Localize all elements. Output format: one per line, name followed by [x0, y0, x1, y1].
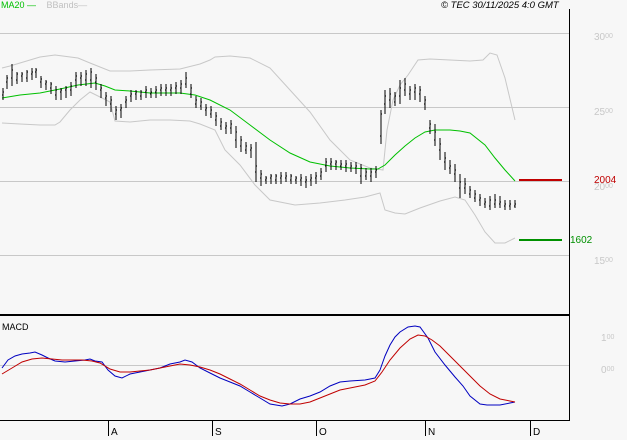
price-label-2000-main: 20 — [594, 182, 606, 193]
price-label-2500-main: 25 — [594, 107, 606, 118]
chart-legend: MA20 — BBands— — [1, 0, 87, 11]
macd-label-1: 100 — [601, 333, 614, 344]
price-label-3000: 3000 — [594, 32, 613, 43]
x-label-aug: A — [111, 427, 118, 438]
x-label-dec: D — [533, 427, 541, 438]
ma20-line — [1, 82, 516, 182]
x-label-sep: S — [215, 427, 222, 438]
macd-label-0-dec: 00 — [606, 366, 615, 373]
price-label-2000-dec: 00 — [605, 183, 613, 190]
legend-bbands-label: BBands — [46, 0, 79, 10]
price-label-3000-dec: 00 — [605, 33, 613, 40]
price-label-2500: 2500 — [594, 107, 613, 118]
price-label-3000-main: 30 — [594, 32, 606, 43]
price-label-1500: 1500 — [594, 256, 613, 267]
macd-title: MACD — [2, 322, 29, 332]
bband-lower — [1, 91, 516, 244]
resistance-value: 2004 — [594, 175, 617, 186]
x-label-nov: N — [428, 427, 436, 438]
macd-line — [1, 325, 516, 407]
price-label-1500-dec: 00 — [605, 257, 613, 264]
macd-label-0-main: 0 — [601, 365, 607, 376]
signal-line — [1, 334, 516, 405]
legend-ma20-label: MA20 — [1, 0, 25, 10]
x-label-oct: O — [319, 427, 327, 438]
legend-ma20: MA20 — — [1, 0, 37, 10]
price-label-2000: 2000 — [594, 182, 613, 193]
price-label-2500-dec: 00 — [605, 108, 613, 115]
x-axis-ticks — [108, 421, 531, 436]
ohlc-bars — [2, 64, 516, 210]
legend-bbands: BBands— — [46, 0, 88, 10]
support-value: 1602 — [570, 235, 593, 246]
macd-label-1-dec: 00 — [606, 334, 615, 341]
price-label-1500-main: 15 — [594, 256, 606, 267]
copyright-timestamp: © TEC 30/11/2025 4:0 GMT — [441, 0, 559, 11]
price-gridlines — [0, 33, 569, 256]
macd-label-1-main: 1 — [601, 333, 607, 344]
macd-label-0: 000 — [601, 365, 614, 376]
bband-upper — [1, 52, 516, 171]
